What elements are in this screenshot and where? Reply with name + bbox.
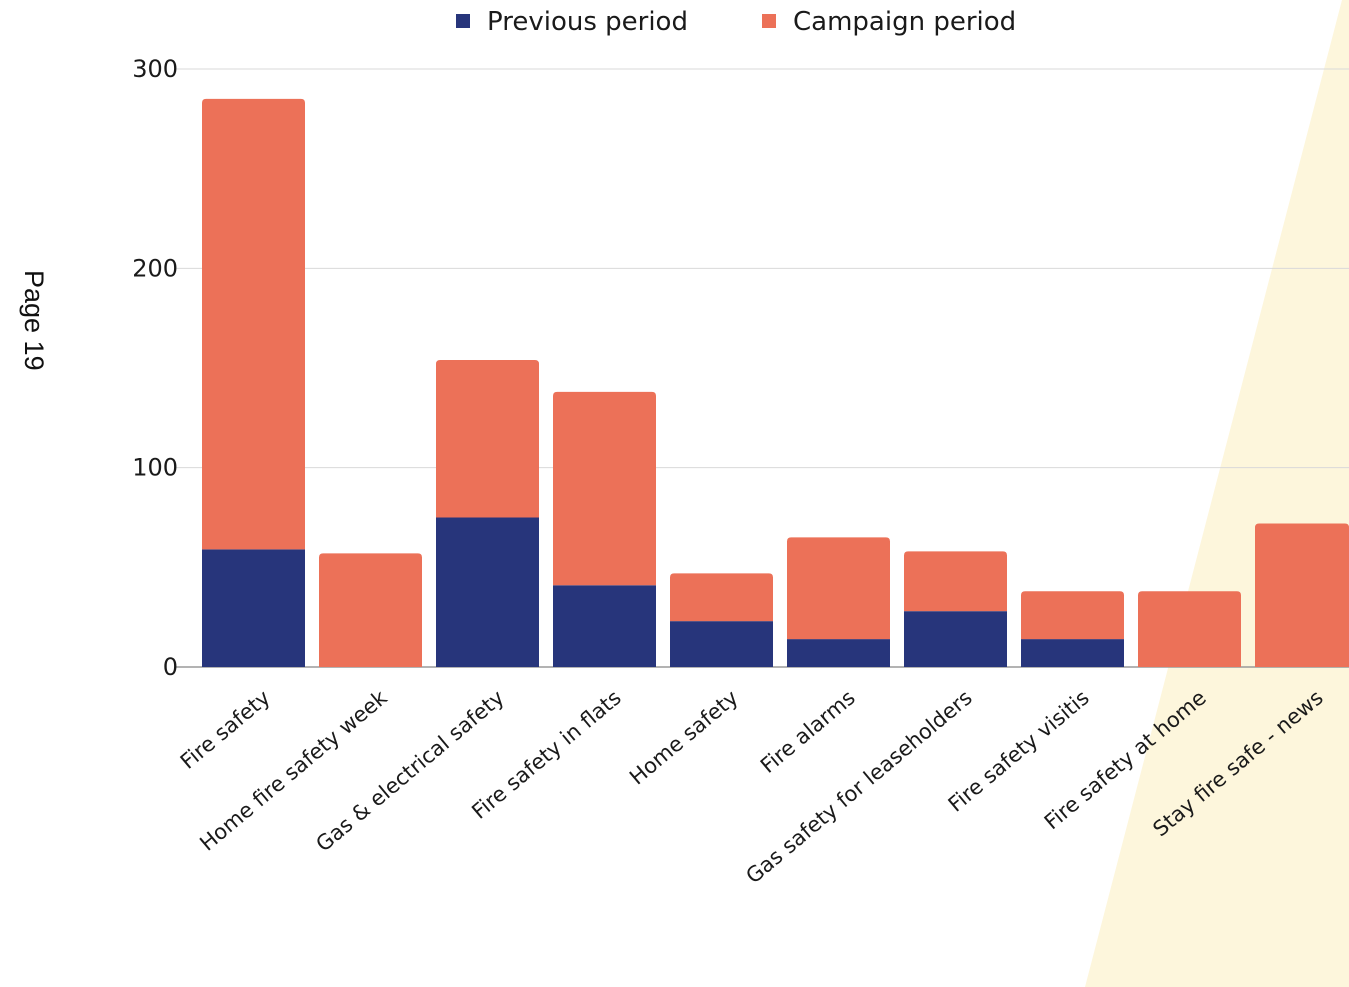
bar-segment-campaign-period (787, 537, 890, 640)
y-tick-label: 300 (132, 55, 178, 83)
bar-segment-previous-period (787, 639, 890, 667)
x-category-label: Home safety (625, 685, 743, 789)
x-category-label: Fire safety (176, 685, 275, 773)
x-category-label: Home fire safety week (195, 685, 392, 856)
legend-label: Campaign period (793, 7, 1016, 37)
legend: Previous period Campaign period (456, 7, 1016, 37)
bar-segment-previous-period (904, 611, 1007, 667)
x-category-label: Gas & electrical safety (311, 685, 508, 856)
bar-segment-previous-period (1021, 639, 1124, 667)
bar-segment-campaign-period (1021, 591, 1124, 640)
bar-segment-previous-period (553, 585, 656, 667)
bar-segment-campaign-period (436, 360, 539, 518)
x-category-label: Fire alarms (756, 685, 860, 778)
bar-segment-campaign-period (670, 573, 773, 622)
y-axis-tick-labels: 0 100 200 300 (132, 55, 178, 681)
bar-segment-campaign-period (904, 551, 1007, 612)
bar-segment-previous-period (436, 517, 539, 667)
bars (202, 98, 1349, 667)
bar-segment-campaign-period (1138, 591, 1241, 667)
y-tick-label: 0 (163, 653, 178, 681)
page-number-label: Page 19 (19, 270, 49, 371)
background-accent-shape (1085, 0, 1349, 987)
y-tick-label: 200 (132, 254, 178, 282)
bar-segment-previous-period (670, 621, 773, 667)
bar-segment-campaign-period (553, 391, 656, 586)
y-tick-label: 100 (132, 454, 178, 482)
bar-segment-previous-period (202, 549, 305, 667)
bar-segment-campaign-period (1255, 523, 1349, 667)
bar-segment-campaign-period (202, 98, 305, 550)
x-category-label: Gas safety for leaseholders (741, 685, 976, 888)
bar-segment-campaign-period (319, 553, 422, 667)
legend-label: Previous period (487, 7, 688, 37)
legend-swatch (762, 14, 776, 28)
legend-swatch (456, 14, 470, 28)
